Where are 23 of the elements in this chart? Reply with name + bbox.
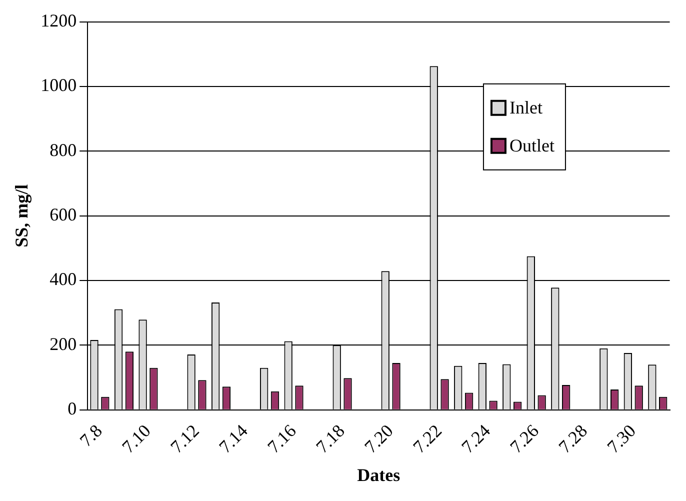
y-tick-label: 200 xyxy=(50,334,77,354)
x-tick-label: 7.14 xyxy=(215,420,252,457)
y-tick-label: 1000 xyxy=(40,75,77,96)
y-tick-label: 0 xyxy=(68,398,77,419)
x-tick-label: 7.30 xyxy=(603,420,640,457)
legend-label: Outlet xyxy=(509,136,554,156)
x-tick-label: 7.12 xyxy=(166,420,203,457)
y-tick-label: 1200 xyxy=(40,10,77,31)
x-tick-label: 7.16 xyxy=(264,420,300,457)
x-tick-label: 7.22 xyxy=(409,420,446,457)
y-tick-label: 800 xyxy=(50,140,77,160)
y-tick-label: 600 xyxy=(50,204,77,225)
x-tick-label: 7.18 xyxy=(312,420,348,457)
x-axis-title: Dates xyxy=(357,464,400,485)
y-axis-title: SS, mg/l xyxy=(11,184,32,248)
x-tick-label: 7.10 xyxy=(118,420,154,457)
legend-label: Inlet xyxy=(509,98,542,118)
x-tick-label: 7.28 xyxy=(554,420,592,457)
x-tick-label: 7.24 xyxy=(458,420,494,457)
x-tick-label: 7.8 xyxy=(76,420,106,451)
x-tick-label: 7.20 xyxy=(360,420,397,457)
x-tick-label: 7.26 xyxy=(506,420,543,457)
y-tick-label: 400 xyxy=(50,269,77,290)
